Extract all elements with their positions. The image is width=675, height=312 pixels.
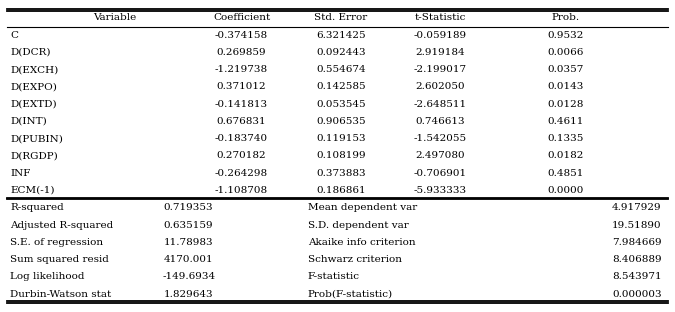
Text: -0.264298: -0.264298 <box>215 169 268 178</box>
Text: 0.0000: 0.0000 <box>547 186 584 195</box>
Text: 4170.001: 4170.001 <box>164 255 213 264</box>
Text: D(EXCH): D(EXCH) <box>10 65 58 74</box>
Text: 0.0357: 0.0357 <box>547 65 584 74</box>
Text: 1.829643: 1.829643 <box>164 290 213 299</box>
Text: 0.0128: 0.0128 <box>547 100 584 109</box>
Text: 2.497080: 2.497080 <box>415 152 465 160</box>
Text: -0.706901: -0.706901 <box>414 169 466 178</box>
Text: Log likelihood: Log likelihood <box>10 272 84 281</box>
Text: 19.51890: 19.51890 <box>612 221 662 230</box>
Text: 0.746613: 0.746613 <box>415 117 465 126</box>
Text: S.E. of regression: S.E. of regression <box>10 238 103 247</box>
Text: 0.000003: 0.000003 <box>612 290 662 299</box>
Text: Variable: Variable <box>92 13 136 22</box>
Text: 0.635159: 0.635159 <box>164 221 213 230</box>
Text: 0.108199: 0.108199 <box>316 152 366 160</box>
Text: Prob.: Prob. <box>551 13 580 22</box>
Text: -0.374158: -0.374158 <box>215 31 268 40</box>
Text: Std. Error: Std. Error <box>314 13 367 22</box>
Text: Prob(F-statistic): Prob(F-statistic) <box>308 290 393 299</box>
Text: D(INT): D(INT) <box>10 117 47 126</box>
Text: F-statistic: F-statistic <box>308 272 360 281</box>
Text: 8.543971: 8.543971 <box>612 272 662 281</box>
Text: D(EXTD): D(EXTD) <box>10 100 57 109</box>
Text: 0.119153: 0.119153 <box>316 134 366 143</box>
Text: Adjusted R-squared: Adjusted R-squared <box>10 221 113 230</box>
Text: -2.648511: -2.648511 <box>414 100 466 109</box>
Text: 6.321425: 6.321425 <box>316 31 366 40</box>
Text: 4.917929: 4.917929 <box>612 203 662 212</box>
Text: 0.0182: 0.0182 <box>547 152 584 160</box>
Text: 0.554674: 0.554674 <box>316 65 366 74</box>
Text: S.D. dependent var: S.D. dependent var <box>308 221 408 230</box>
Text: Durbin-Watson stat: Durbin-Watson stat <box>10 290 111 299</box>
Text: 0.9532: 0.9532 <box>547 31 584 40</box>
Text: 0.092443: 0.092443 <box>316 48 366 57</box>
Text: D(PUBIN): D(PUBIN) <box>10 134 63 143</box>
Text: 0.0143: 0.0143 <box>547 82 584 91</box>
Text: -5.933333: -5.933333 <box>414 186 466 195</box>
Text: ECM(-1): ECM(-1) <box>10 186 55 195</box>
Text: R-squared: R-squared <box>10 203 64 212</box>
Text: 0.269859: 0.269859 <box>217 48 267 57</box>
Text: -149.6934: -149.6934 <box>162 272 215 281</box>
Text: Schwarz criterion: Schwarz criterion <box>308 255 402 264</box>
Text: 0.142585: 0.142585 <box>316 82 366 91</box>
Text: D(EXPO): D(EXPO) <box>10 82 57 91</box>
Text: 11.78983: 11.78983 <box>164 238 213 247</box>
Text: -1.542055: -1.542055 <box>414 134 466 143</box>
Text: -0.183740: -0.183740 <box>215 134 268 143</box>
Text: 0.906535: 0.906535 <box>316 117 366 126</box>
Text: INF: INF <box>10 169 30 178</box>
Text: D(DCR): D(DCR) <box>10 48 51 57</box>
Text: 0.371012: 0.371012 <box>217 82 267 91</box>
Text: -0.141813: -0.141813 <box>215 100 268 109</box>
Text: Sum squared resid: Sum squared resid <box>10 255 109 264</box>
Text: 0.1335: 0.1335 <box>547 134 584 143</box>
Text: 7.984669: 7.984669 <box>612 238 662 247</box>
Text: -2.199017: -2.199017 <box>414 65 466 74</box>
Text: -1.108708: -1.108708 <box>215 186 268 195</box>
Text: 0.186861: 0.186861 <box>316 186 366 195</box>
Text: C: C <box>10 31 18 40</box>
Text: Akaike info criterion: Akaike info criterion <box>308 238 415 247</box>
Text: 2.919184: 2.919184 <box>415 48 465 57</box>
Text: -1.219738: -1.219738 <box>215 65 268 74</box>
Text: 2.602050: 2.602050 <box>415 82 465 91</box>
Text: 0.4611: 0.4611 <box>547 117 584 126</box>
Text: 0.719353: 0.719353 <box>164 203 213 212</box>
Text: 0.053545: 0.053545 <box>316 100 366 109</box>
Text: t-Statistic: t-Statistic <box>414 13 466 22</box>
Text: 0.0066: 0.0066 <box>547 48 584 57</box>
Text: 8.406889: 8.406889 <box>612 255 662 264</box>
Text: Coefficient: Coefficient <box>213 13 270 22</box>
Text: 0.373883: 0.373883 <box>316 169 366 178</box>
Text: -0.059189: -0.059189 <box>414 31 466 40</box>
Text: D(RGDP): D(RGDP) <box>10 152 58 160</box>
Text: 0.270182: 0.270182 <box>217 152 267 160</box>
Text: 0.4851: 0.4851 <box>547 169 584 178</box>
Text: 0.676831: 0.676831 <box>217 117 267 126</box>
Text: Mean dependent var: Mean dependent var <box>308 203 417 212</box>
